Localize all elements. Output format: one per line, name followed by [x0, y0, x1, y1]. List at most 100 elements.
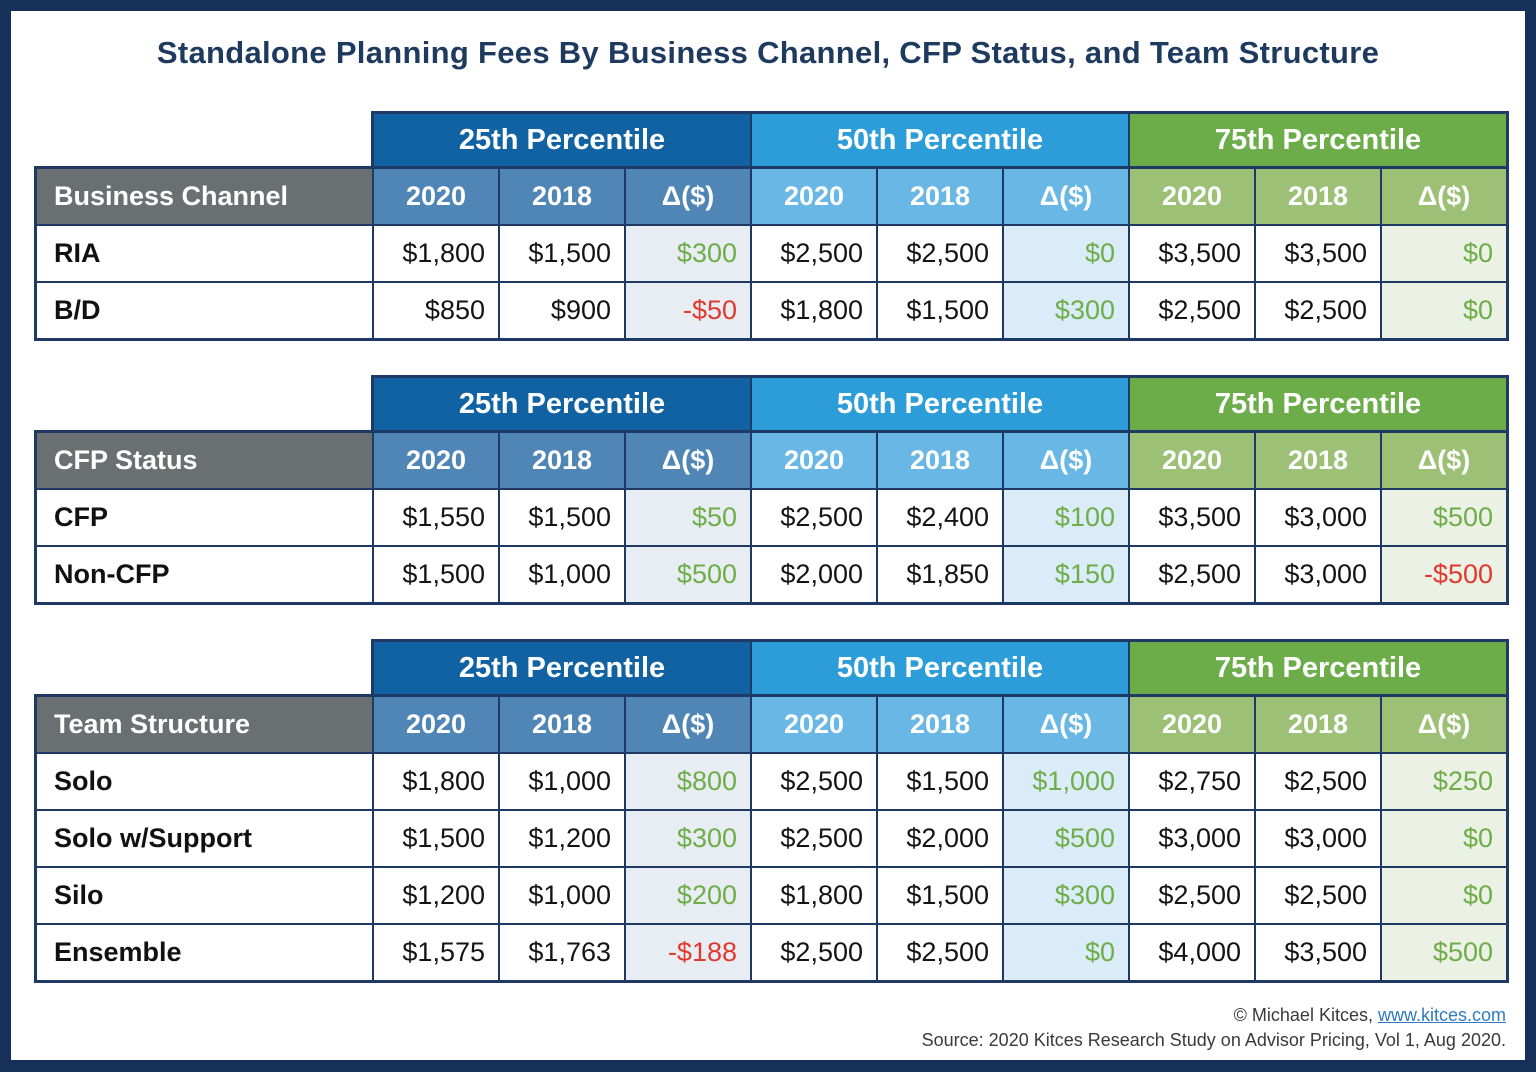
row-label: Silo [37, 868, 372, 923]
row-label: B/D [37, 283, 372, 338]
fee-cell: $1,575 [374, 925, 498, 980]
fee-cell: $2,500 [752, 226, 876, 281]
delta-cell: $300 [626, 226, 750, 281]
fee-cell: $2,500 [752, 490, 876, 545]
delta-cell: $500 [1004, 811, 1128, 866]
fee-cell: $1,800 [752, 283, 876, 338]
row-label: Solo [37, 754, 372, 809]
delta-cell: $0 [1004, 226, 1128, 281]
category-header: Business Channel [37, 169, 372, 224]
year-header-2018: 2018 [500, 169, 624, 224]
fee-cell: $3,000 [1256, 490, 1380, 545]
team-structure-table: 25th Percentile 50th Percentile 75th Per… [34, 639, 1525, 983]
fee-cell: $900 [500, 283, 624, 338]
percentile-header-50th: 50th Percentile [752, 114, 1128, 166]
fee-cell: $2,500 [1256, 754, 1380, 809]
table-grid: Business Channel 2020 2018 Δ($) 2020 201… [34, 166, 1509, 341]
fee-cell: $1,763 [500, 925, 624, 980]
year-header-2020: 2020 [752, 169, 876, 224]
fee-cell: $4,000 [1130, 925, 1254, 980]
fee-cell: $2,750 [1130, 754, 1254, 809]
fee-cell: $1,800 [374, 754, 498, 809]
delta-header: Δ($) [1382, 697, 1506, 752]
fee-cell: $3,000 [1130, 811, 1254, 866]
delta-cell: $200 [626, 868, 750, 923]
fee-cell: $1,500 [878, 868, 1002, 923]
percentile-header-75th: 75th Percentile [1130, 642, 1506, 694]
delta-cell: $300 [1004, 283, 1128, 338]
fee-cell: $2,500 [878, 226, 1002, 281]
year-header-2020: 2020 [1130, 433, 1254, 488]
fee-cell: $3,500 [1256, 925, 1380, 980]
delta-header: Δ($) [626, 433, 750, 488]
fee-cell: $2,500 [752, 925, 876, 980]
percentile-band-row: 25th Percentile 50th Percentile 75th Per… [371, 111, 1509, 166]
delta-cell: $500 [626, 547, 750, 602]
kitces-link[interactable]: www.kitces.com [1377, 1005, 1506, 1026]
fee-cell: $2,500 [1256, 283, 1380, 338]
delta-cell: $0 [1382, 811, 1506, 866]
fee-cell: $2,000 [878, 811, 1002, 866]
row-label: Ensemble [37, 925, 372, 980]
fee-cell: $2,500 [1130, 547, 1254, 602]
category-header: CFP Status [37, 433, 372, 488]
delta-header: Δ($) [1004, 169, 1128, 224]
row-label: Non-CFP [37, 547, 372, 602]
delta-cell: $800 [626, 754, 750, 809]
row-label: Solo w/Support [37, 811, 372, 866]
fee-cell: $2,500 [878, 925, 1002, 980]
fee-cell: $3,000 [1256, 547, 1380, 602]
delta-cell: $0 [1382, 283, 1506, 338]
percentile-header-50th: 50th Percentile [752, 642, 1128, 694]
year-header-2020: 2020 [374, 169, 498, 224]
fee-cell: $2,500 [1256, 868, 1380, 923]
attribution-footer: © Michael Kitces, www.kitces.com Source:… [922, 1003, 1506, 1053]
delta-cell: $1,000 [1004, 754, 1128, 809]
delta-cell: $50 [626, 490, 750, 545]
fee-cell: $1,800 [752, 868, 876, 923]
year-header-2018: 2018 [878, 169, 1002, 224]
year-header-2020: 2020 [1130, 169, 1254, 224]
percentile-header-50th: 50th Percentile [752, 378, 1128, 430]
year-header-2020: 2020 [752, 697, 876, 752]
fee-cell: $1,800 [374, 226, 498, 281]
fee-cell: $3,500 [1130, 490, 1254, 545]
year-header-2018: 2018 [500, 697, 624, 752]
year-header-2018: 2018 [878, 697, 1002, 752]
cfp-status-table: 25th Percentile 50th Percentile 75th Per… [34, 375, 1525, 605]
delta-cell: $500 [1382, 925, 1506, 980]
fee-cell: $3,500 [1130, 226, 1254, 281]
table-grid: Team Structure 2020 2018 Δ($) 2020 2018 … [34, 694, 1509, 983]
delta-cell: -$500 [1382, 547, 1506, 602]
delta-cell: $500 [1382, 490, 1506, 545]
year-header-2020: 2020 [374, 697, 498, 752]
fee-cell: $2,400 [878, 490, 1002, 545]
delta-header: Δ($) [1382, 169, 1506, 224]
fee-cell: $1,500 [500, 490, 624, 545]
delta-cell: -$188 [626, 925, 750, 980]
delta-cell: $0 [1004, 925, 1128, 980]
fee-cell: $2,500 [1130, 283, 1254, 338]
percentile-header-25th: 25th Percentile [374, 378, 750, 430]
copyright-line: © Michael Kitces, www.kitces.com [922, 1003, 1506, 1028]
delta-header: Δ($) [1004, 697, 1128, 752]
delta-header: Δ($) [626, 169, 750, 224]
row-label: CFP [37, 490, 372, 545]
business-channel-table: 25th Percentile 50th Percentile 75th Per… [34, 111, 1525, 341]
fee-cell: $1,000 [500, 754, 624, 809]
page-title: Standalone Planning Fees By Business Cha… [156, 35, 1380, 70]
fee-cell: $2,500 [752, 811, 876, 866]
fee-cell: $2,000 [752, 547, 876, 602]
year-header-2018: 2018 [500, 433, 624, 488]
delta-header: Δ($) [1004, 433, 1128, 488]
fee-cell: $1,500 [500, 226, 624, 281]
fee-cell: $1,500 [878, 754, 1002, 809]
percentile-header-75th: 75th Percentile [1130, 378, 1506, 430]
fee-cell: $2,500 [752, 754, 876, 809]
infographic-frame: Standalone Planning Fees By Business Cha… [11, 11, 1525, 1060]
year-header-2018: 2018 [1256, 697, 1380, 752]
year-header-2018: 2018 [878, 433, 1002, 488]
year-header-2018: 2018 [1256, 433, 1380, 488]
delta-cell: $0 [1382, 226, 1506, 281]
category-header: Team Structure [37, 697, 372, 752]
